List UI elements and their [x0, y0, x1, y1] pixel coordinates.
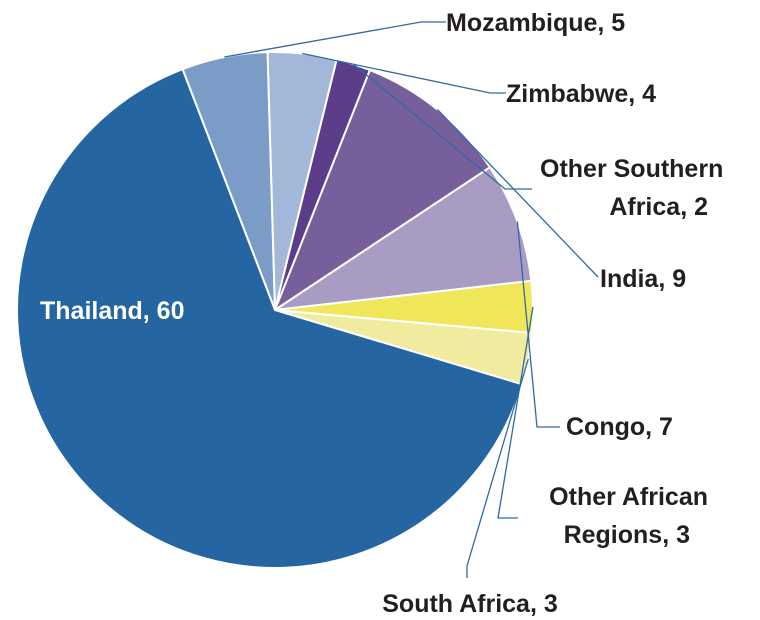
leader-line	[466, 358, 529, 578]
data-label: Congo, 7	[566, 413, 673, 441]
data-label: Africa, 2	[609, 193, 708, 221]
pie-slice-thailand	[16, 68, 524, 570]
data-label: Zimbabwe, 4	[506, 80, 656, 108]
data-label: Other Southern	[540, 155, 723, 183]
data-label: India, 9	[600, 265, 686, 293]
data-label: Thailand, 60	[40, 297, 184, 325]
pie-slice-india	[274, 69, 491, 311]
data-labels: Mozambique, 5 Zimbabwe, 4 Other Southern Af…	[40, 9, 723, 618]
data-label: Mozambique, 5	[446, 9, 625, 37]
data-label: Other African	[549, 483, 708, 511]
leader-lines	[224, 21, 599, 578]
data-label: South Africa, 3	[382, 590, 558, 618]
leader-line	[353, 63, 532, 190]
leader-line	[302, 52, 506, 94]
leader-line	[516, 221, 560, 428]
leader-line	[497, 306, 534, 519]
leader-line	[224, 21, 446, 58]
leader-line	[436, 109, 599, 278]
data-label: Regions, 3	[564, 521, 690, 549]
